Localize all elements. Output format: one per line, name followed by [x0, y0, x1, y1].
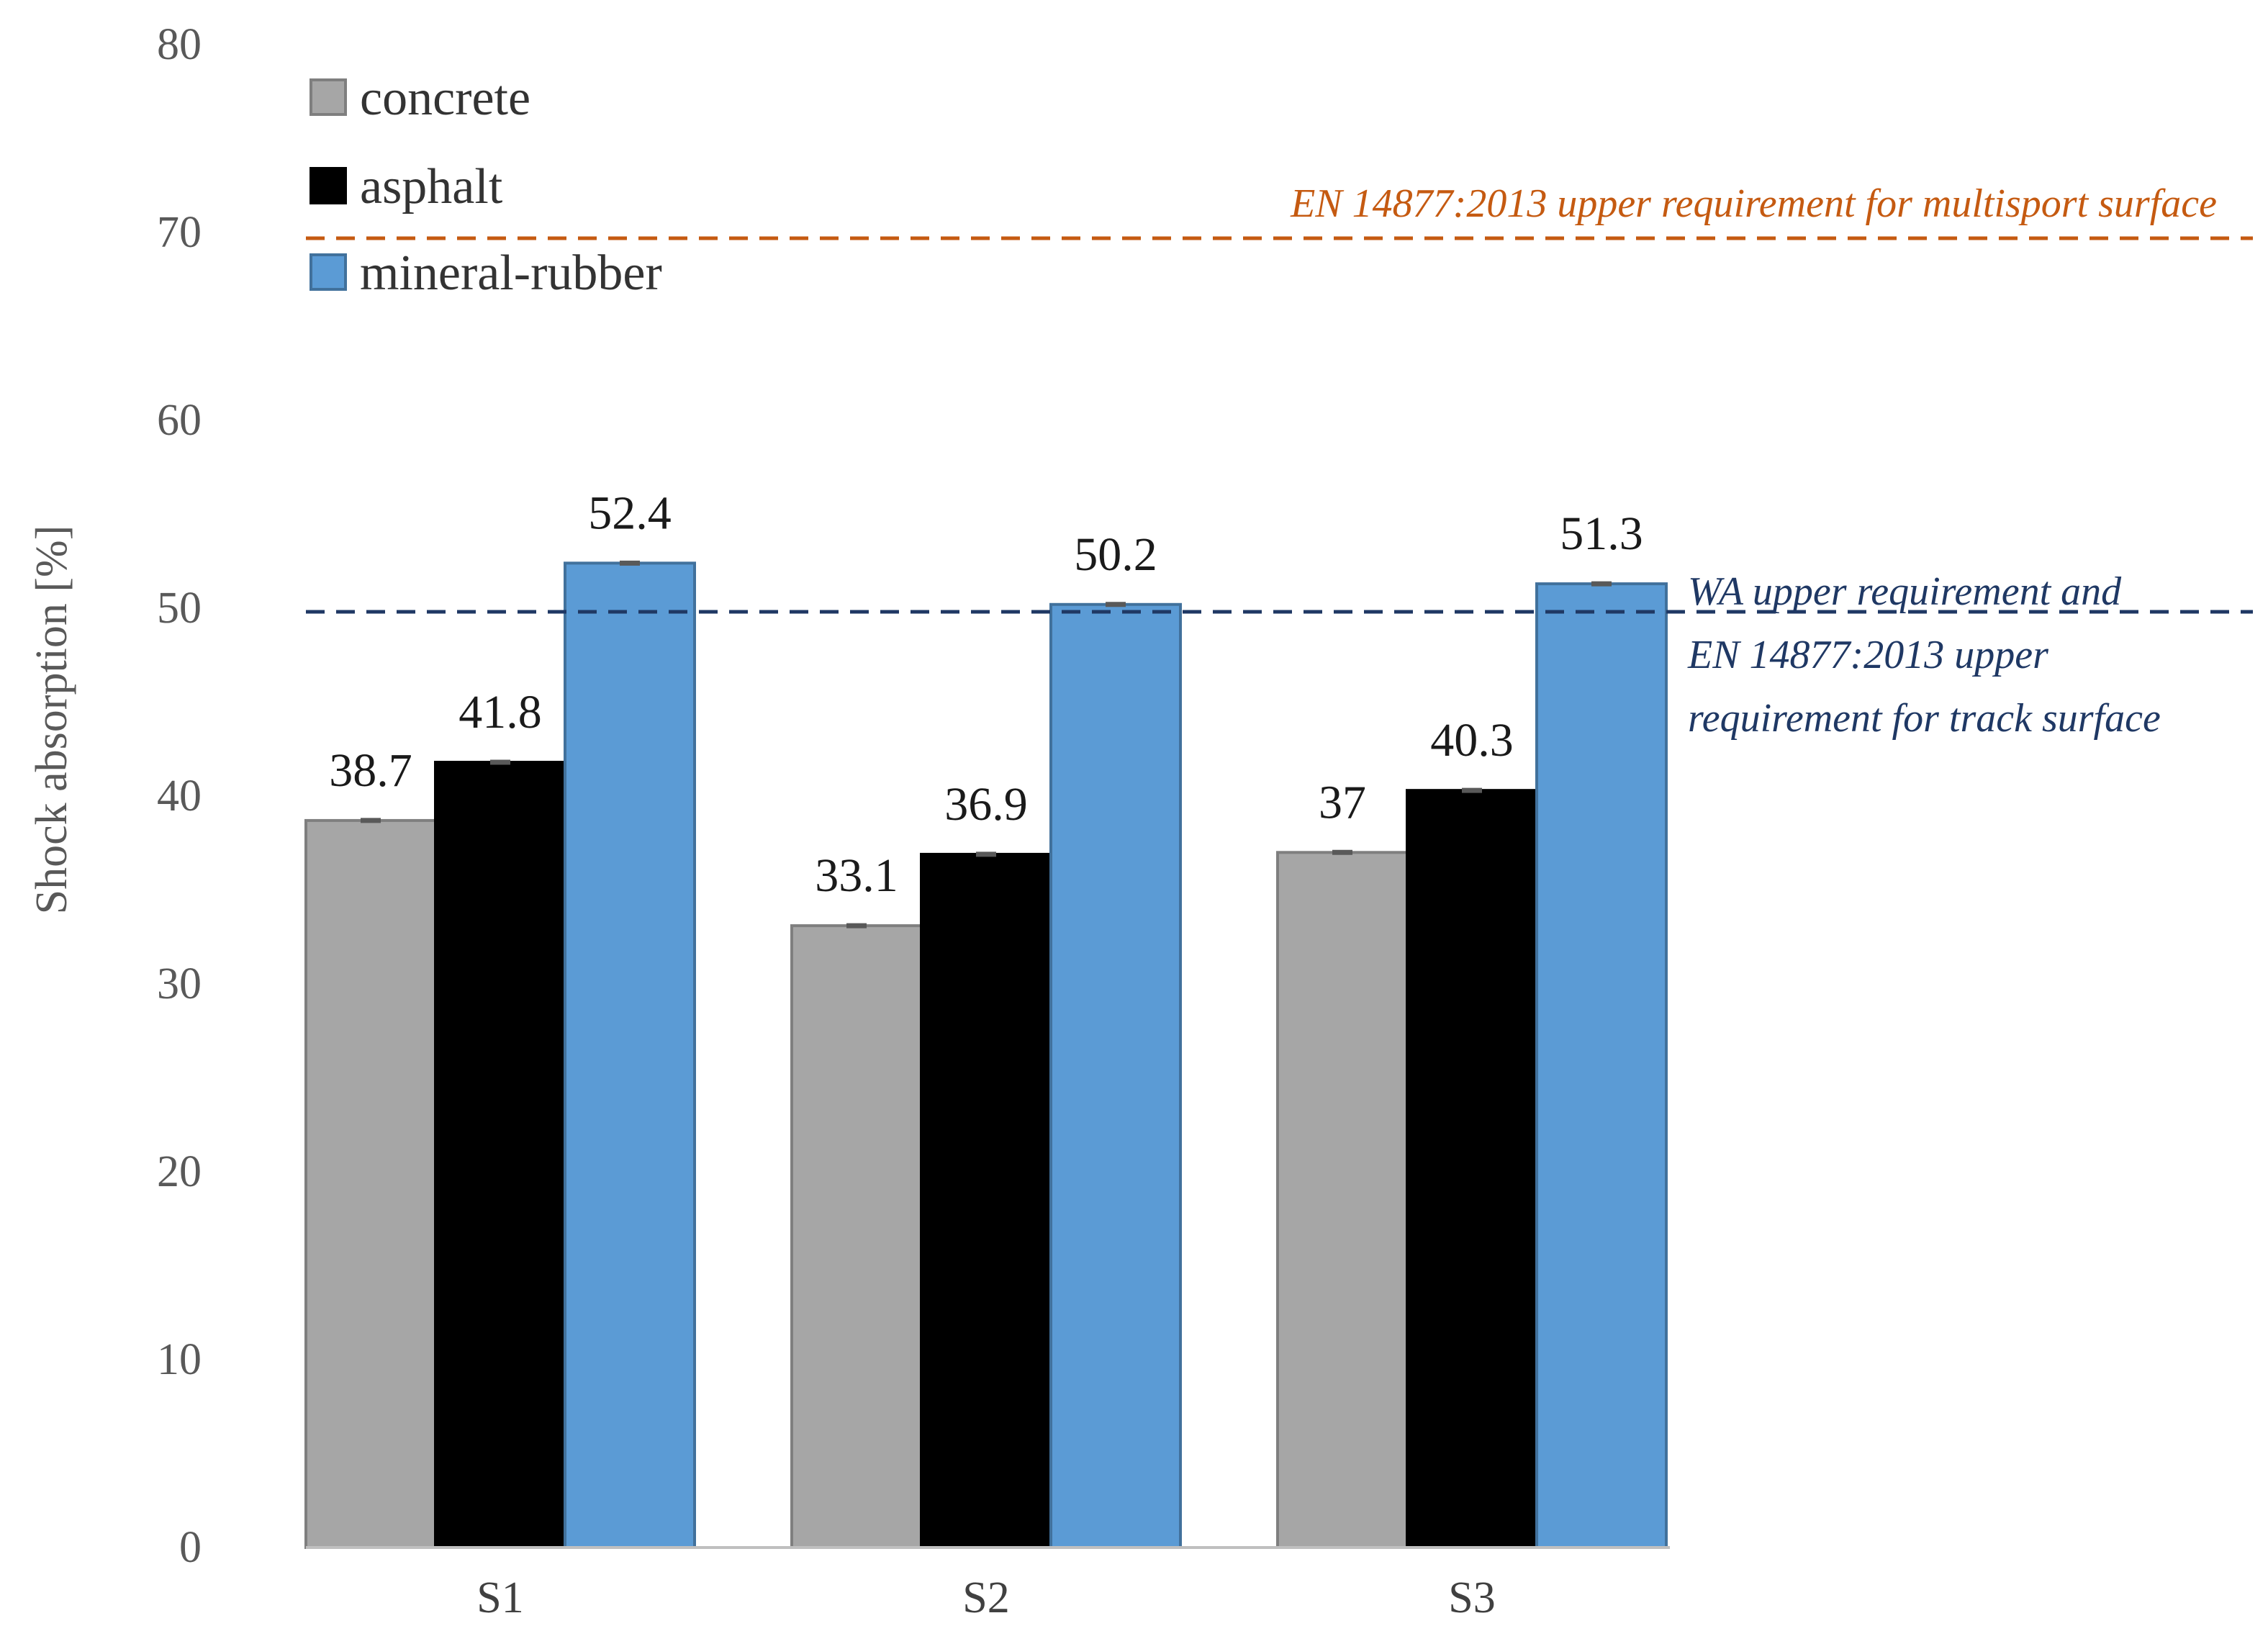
- data-label: 38.7: [329, 744, 412, 797]
- y-tick-label: 20: [157, 1147, 202, 1196]
- category-label-S2: S2: [962, 1573, 1009, 1622]
- bar-mineral-rubber-S1: [564, 561, 696, 1549]
- bar-mineral-rubber-S2: [1049, 602, 1182, 1549]
- y-tick-label: 70: [157, 208, 202, 257]
- y-tick-label: 40: [157, 772, 202, 821]
- reference-line-label: WA upper requirement and: [1688, 569, 2122, 614]
- category-label-S3: S3: [1448, 1573, 1495, 1622]
- y-axis-title: Shock absorption [%]: [27, 525, 76, 915]
- data-label: 36.9: [944, 778, 1028, 831]
- data-label: 52.4: [588, 487, 672, 539]
- category-label-S1: S1: [476, 1573, 523, 1622]
- bar-concrete-S1: [304, 818, 437, 1550]
- legend-label-mineral-rubber: mineral-rubber: [360, 245, 662, 301]
- reference-line-label: requirement for track surface: [1688, 696, 2161, 741]
- legend-label-asphalt: asphalt: [360, 159, 503, 214]
- y-tick-label: 50: [157, 584, 202, 633]
- y-tick-label: 80: [157, 20, 202, 69]
- y-tick-label: 30: [157, 959, 202, 1008]
- reference-line-label: EN 14877:2013 upper requirement for mult…: [1290, 181, 2217, 226]
- legend-swatch-mineral-rubber: [310, 253, 347, 291]
- y-tick-label: 60: [157, 396, 202, 445]
- legend-swatch-concrete: [310, 78, 347, 116]
- legend-label-concrete: concrete: [360, 71, 530, 126]
- data-label: 33.1: [815, 849, 898, 902]
- bar-concrete-S3: [1276, 851, 1409, 1550]
- bar-asphalt-S1: [434, 761, 566, 1549]
- y-tick-label: 0: [179, 1523, 202, 1572]
- bar-concrete-S2: [790, 924, 923, 1549]
- data-label: 51.3: [1560, 507, 1643, 560]
- data-label: 41.8: [458, 686, 542, 738]
- data-label: 40.3: [1430, 714, 1514, 767]
- legend-swatch-asphalt: [310, 167, 347, 204]
- bar-asphalt-S3: [1406, 789, 1538, 1549]
- bar-asphalt-S2: [920, 852, 1052, 1550]
- bar-mineral-rubber-S3: [1535, 582, 1668, 1550]
- y-tick-label: 10: [157, 1335, 202, 1384]
- data-label: 37: [1319, 776, 1366, 828]
- reference-line-label: EN 14877:2013 upper: [1687, 633, 2048, 677]
- data-label: 50.2: [1074, 528, 1157, 581]
